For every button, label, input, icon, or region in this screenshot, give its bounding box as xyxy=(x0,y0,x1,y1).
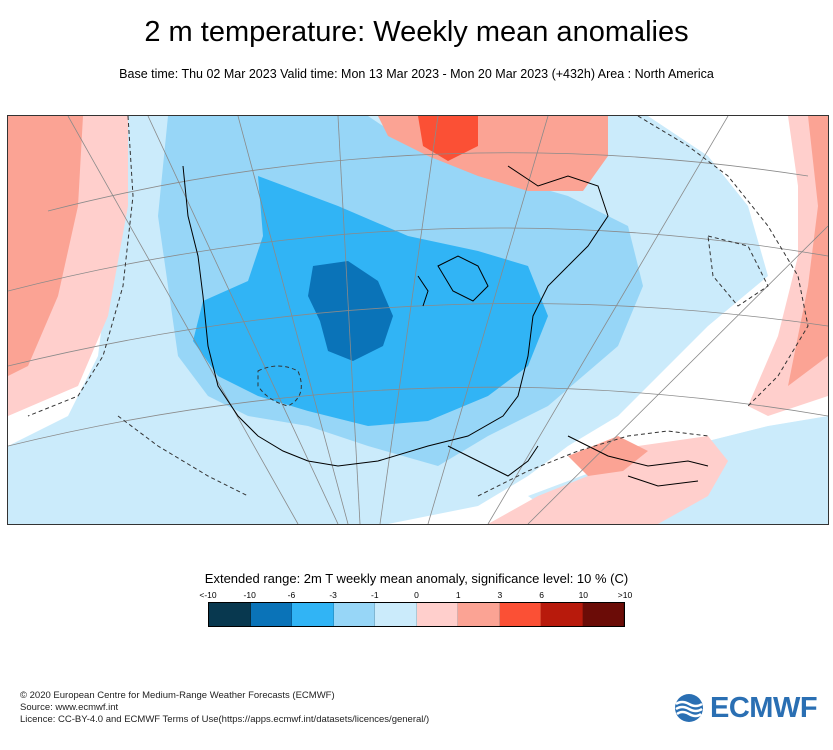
legend-swatch xyxy=(499,603,541,626)
anomaly-region-warm-east-core xyxy=(788,116,828,386)
anomaly-region-warm-west-core xyxy=(8,116,83,376)
legend-swatch xyxy=(375,603,417,626)
legend-label: >10 xyxy=(617,590,633,600)
legend-swatch xyxy=(458,603,500,626)
legend-label: -6 xyxy=(287,590,296,600)
legend-colorbar xyxy=(208,602,625,627)
ecmwf-logo-icon xyxy=(675,694,703,722)
significance-contours xyxy=(27,116,809,497)
legend-label: 0 xyxy=(414,590,419,600)
legend-labels: <-10 -10 -6 -3 -1 0 1 3 6 10 >10 xyxy=(199,590,632,602)
legend-title: Extended range: 2m T weekly mean anomaly… xyxy=(204,571,629,586)
legend-swatch xyxy=(333,603,375,626)
chart-subtitle: Base time: Thu 02 Mar 2023 Valid time: M… xyxy=(119,67,714,81)
anomaly-region-dark-blue xyxy=(308,261,393,361)
legend-label: -3 xyxy=(329,590,337,600)
licence-text: Licence: CC-BY-4.0 and ECMWF Terms of Us… xyxy=(20,714,430,725)
copyright-text: © 2020 European Centre for Medium-Range … xyxy=(20,690,335,701)
legend-swatch xyxy=(292,603,334,626)
legend-label: 3 xyxy=(497,590,503,600)
coastlines xyxy=(182,165,709,487)
chart-title: 2 m temperature: Weekly mean anomalies xyxy=(144,16,689,48)
anomaly-map xyxy=(7,115,829,525)
legend-swatch xyxy=(582,603,624,626)
ecmwf-logo: ECMWF xyxy=(672,691,818,724)
legend-swatch xyxy=(250,603,292,626)
legend-label: 1 xyxy=(455,590,461,600)
ecmwf-logo-text: ECMWF xyxy=(710,691,818,724)
legend-label: 10 xyxy=(578,590,589,600)
footer: © 2020 European Centre for Medium-Range … xyxy=(20,690,429,726)
legend-swatch xyxy=(209,603,251,626)
legend-label: 6 xyxy=(539,590,544,600)
source-text: Source: www.ecmwf.int xyxy=(20,702,119,713)
legend-label: -10 xyxy=(243,590,256,600)
graticule xyxy=(8,116,828,524)
anomaly-region-warm-south xyxy=(488,436,728,524)
map-svg xyxy=(8,116,828,524)
legend-swatch xyxy=(541,603,583,626)
legend-swatch xyxy=(416,603,458,626)
legend-label: -1 xyxy=(371,590,379,600)
legend-label: <-10 xyxy=(199,590,217,600)
